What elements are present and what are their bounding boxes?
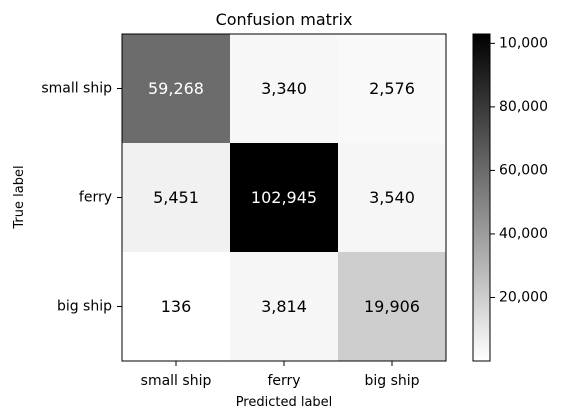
chart-title: Confusion matrix [216,10,353,29]
colorbar-tick-label: 20,000 [499,289,548,305]
x-axis-label: Predicted label [236,395,333,410]
y-tick-label: small ship [41,81,112,97]
heatmap-cell-labels: 59,268 3,340 2,576 5,451 102,945 3,540 136 3,81… [148,79,420,316]
heatmap-cell [230,34,338,143]
cell-value-label: 19,906 [364,297,420,316]
cell-value-label: 59,268 [148,79,204,98]
heatmap-cells [122,34,446,361]
cell-value-label: 3,814 [261,297,307,316]
cell-value-label: 3,340 [261,79,307,98]
colorbar-tick-label: 40,000 [499,226,548,242]
heatmap-cell [338,143,446,252]
colorbar-tick-label: 80,000 [499,99,548,115]
colorbar-tick-label: 60,000 [499,162,548,178]
heatmap-cell [338,252,446,361]
y-axis-ticks: small ship ferry big ship [41,81,122,315]
y-tick-label: big ship [57,299,112,315]
heatmap-cell [122,252,230,361]
y-axis-label: True label [12,165,27,229]
y-tick-label: ferry [79,190,112,206]
cell-value-label: 3,540 [369,188,415,207]
cell-value-label: 102,945 [251,188,317,207]
cell-value-label: 136 [161,297,192,316]
colorbar-ticks: 20,000 40,000 60,000 80,000 10,000 [490,35,548,305]
x-axis-ticks: small ship ferry big ship [141,361,420,389]
cell-value-label: 2,576 [369,79,415,98]
heatmap-cell [122,34,230,143]
heatmap-cell [230,252,338,361]
cell-value-label: 5,451 [153,188,199,207]
heatmap-cell [338,34,446,143]
colorbar [472,33,491,362]
x-tick-label: small ship [141,373,212,389]
x-tick-label: big ship [364,373,419,389]
x-tick-label: ferry [267,373,300,389]
heatmap-cell [230,143,338,252]
heatmap-cell [122,143,230,252]
colorbar-tick-label: 10,000 [499,35,548,51]
